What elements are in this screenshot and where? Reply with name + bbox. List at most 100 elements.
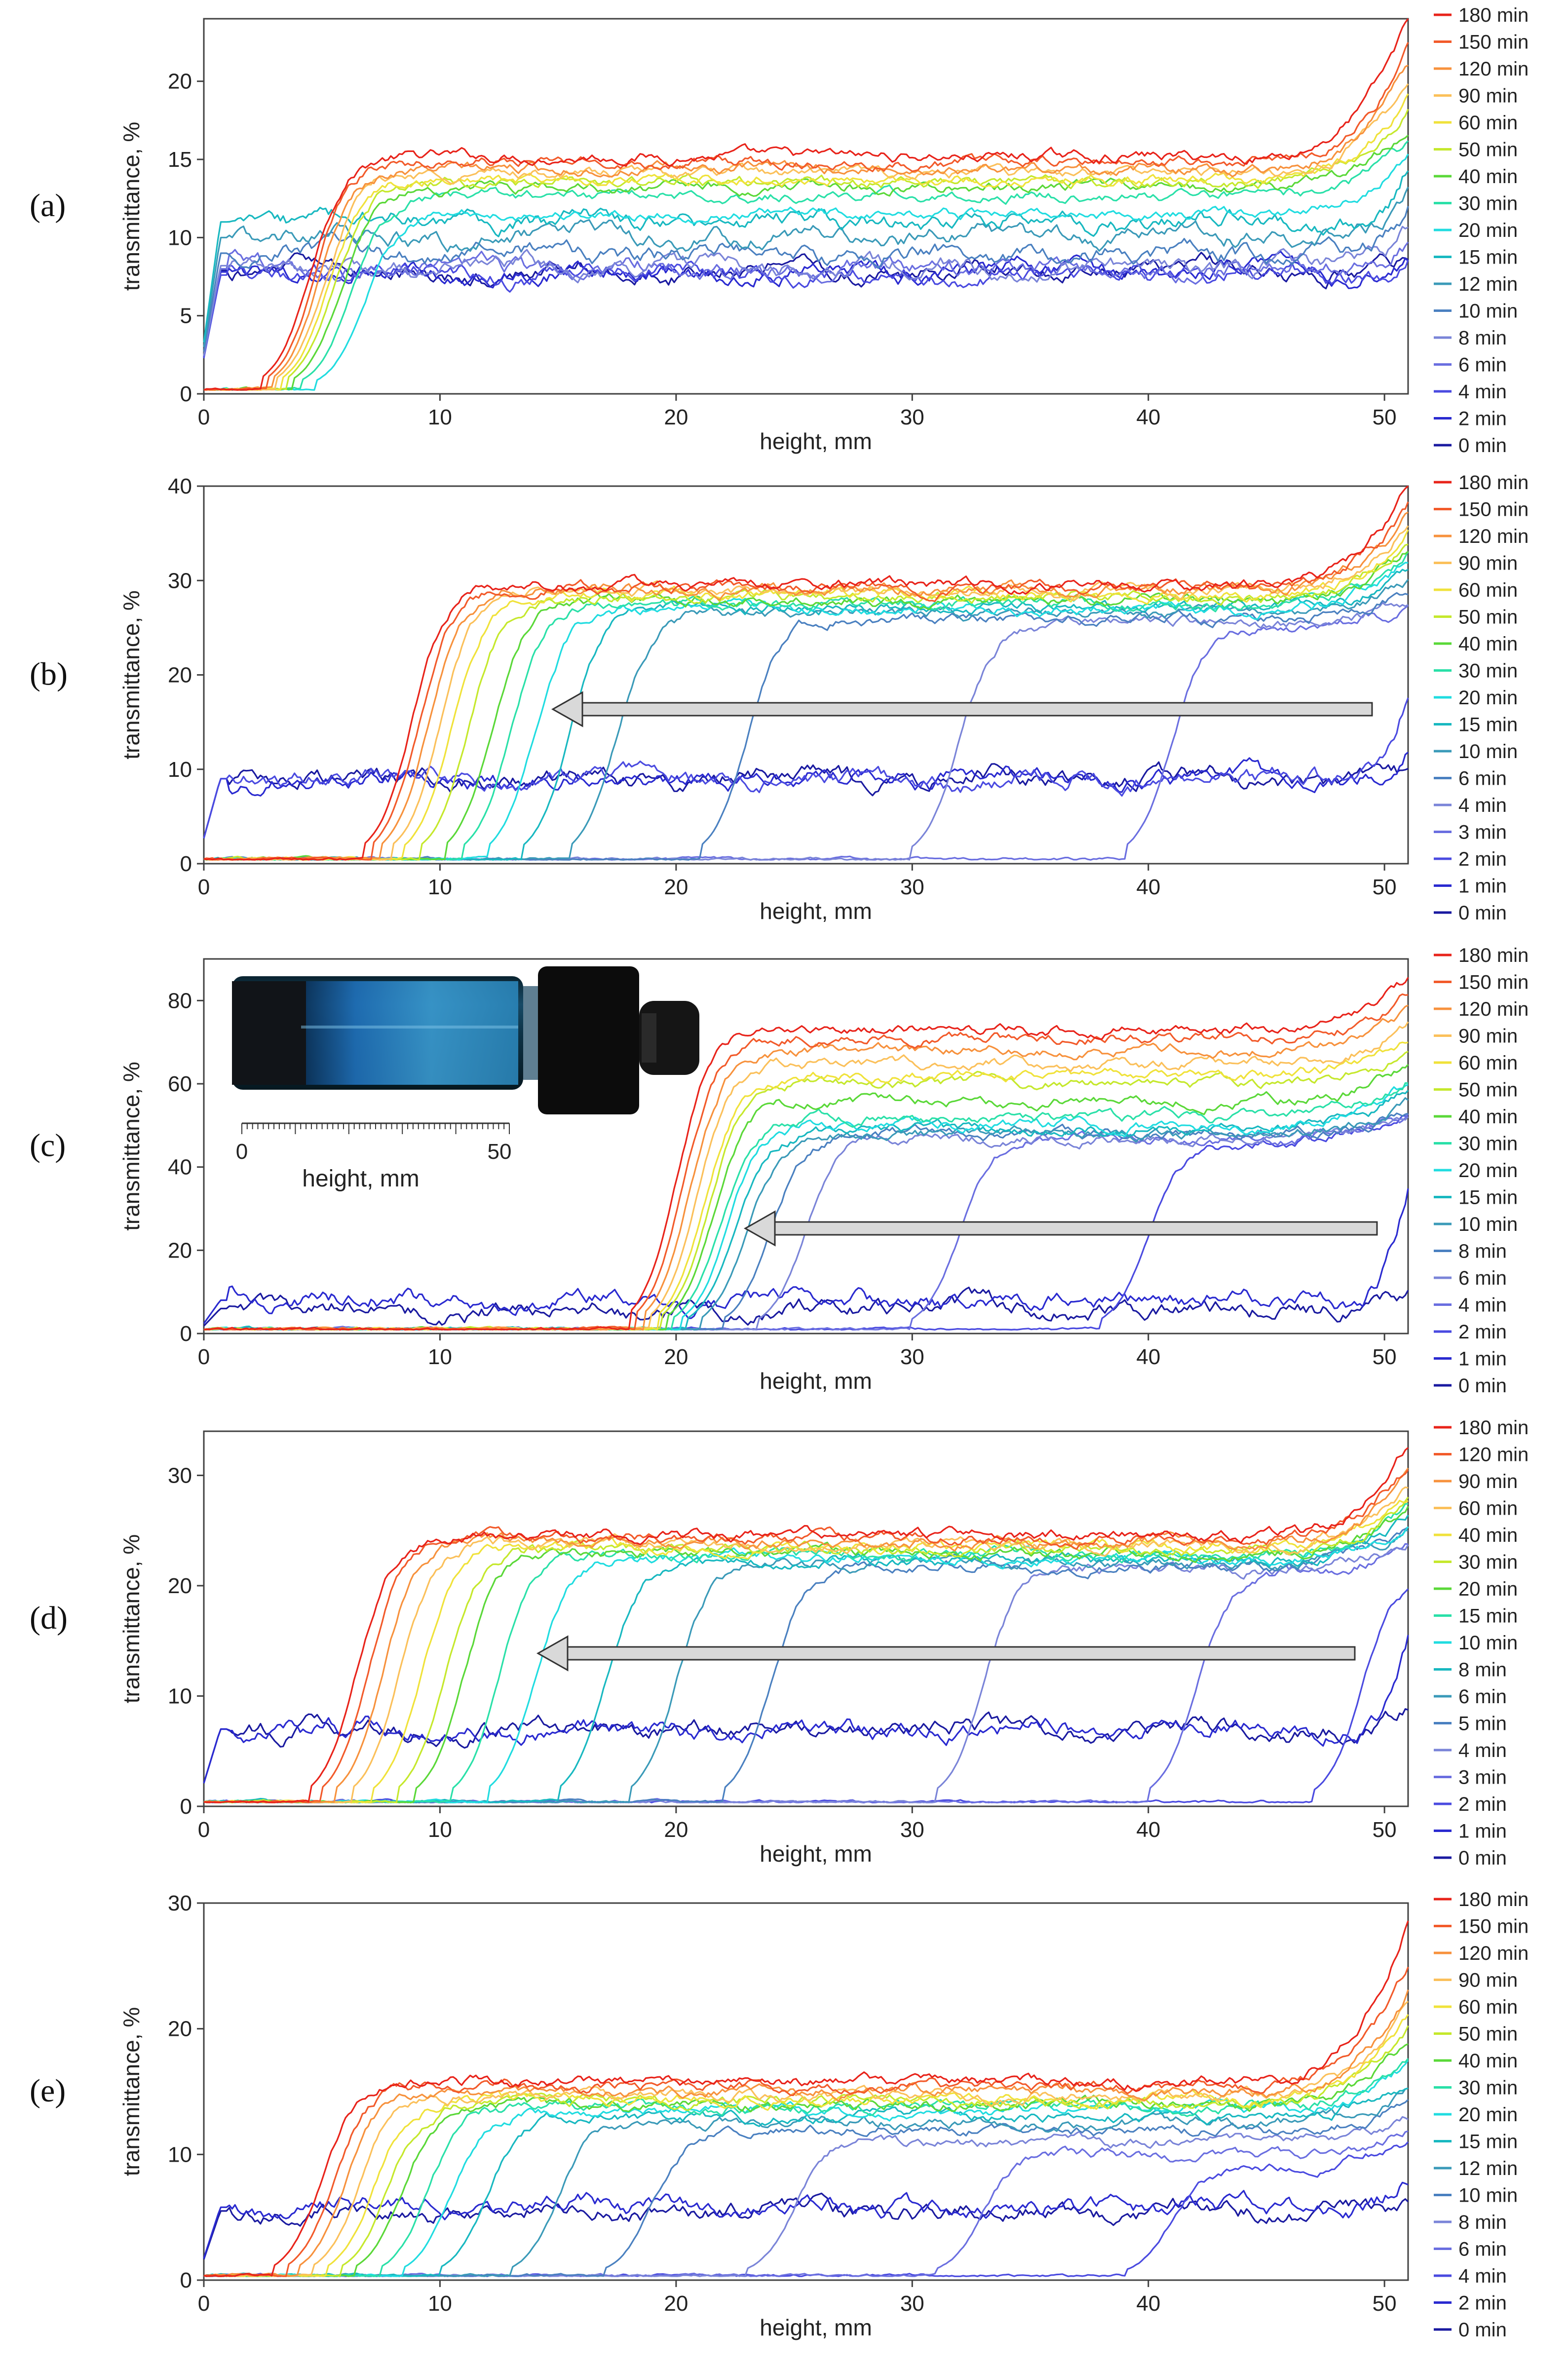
legend-entry: 20 min xyxy=(1458,1160,1518,1182)
y-tick-label: 10 xyxy=(168,226,192,250)
series-line xyxy=(203,1920,1409,2277)
y-tick-label: 60 xyxy=(168,1072,192,1096)
legend-entry: 6 min xyxy=(1458,354,1507,376)
legend-entry: 12 min xyxy=(1458,273,1518,295)
panel-label: (c) xyxy=(30,1128,66,1164)
x-tick-label: 0 xyxy=(198,2291,210,2316)
x-tick-label: 0 xyxy=(198,1818,210,1842)
legend-entry: 6 min xyxy=(1458,2239,1507,2260)
chart-panel-a: 0 10 20 30 40 50 0 5 10 15 20 height, mm transmittan… xyxy=(30,4,1529,457)
series-line xyxy=(203,2060,1409,2277)
x-tick-label: 20 xyxy=(664,1818,688,1842)
y-tick-label: 10 xyxy=(168,1684,192,1708)
y-tick-label: 0 xyxy=(180,1794,192,1819)
legend-entry: 0 min xyxy=(1458,902,1507,924)
series-line xyxy=(203,1469,1409,1803)
series-line xyxy=(203,1708,1409,1784)
legend-entry: 15 min xyxy=(1458,1605,1518,1627)
legend-entry: 120 min xyxy=(1458,526,1529,547)
legend-entry: 10 min xyxy=(1458,2185,1518,2207)
y-tick-label: 15 xyxy=(168,148,192,172)
series-line xyxy=(203,511,1409,861)
legend-entry: 8 min xyxy=(1458,2212,1507,2233)
x-tick-label: 20 xyxy=(664,875,688,899)
migration-arrow-shaft xyxy=(764,1221,1378,1236)
series-line xyxy=(203,2001,1409,2277)
legend-entry: 4 min xyxy=(1458,381,1507,403)
legend-entry: 20 min xyxy=(1458,687,1518,709)
legend-entry: 60 min xyxy=(1458,579,1518,601)
series-line xyxy=(203,260,1409,359)
legend-entry: 4 min xyxy=(1458,795,1507,816)
y-tick-label: 0 xyxy=(180,852,192,876)
legend-entry: 8 min xyxy=(1458,327,1507,349)
legend-entry: 180 min xyxy=(1458,472,1529,494)
x-tick-label: 10 xyxy=(428,2291,452,2316)
x-tick-label: 40 xyxy=(1136,405,1160,429)
inset-scale-max: 50 xyxy=(488,1140,512,1164)
series-line xyxy=(203,525,1409,861)
legend-entry: 50 min xyxy=(1458,2023,1518,2045)
series-line xyxy=(203,2025,1409,2277)
legend-entry: 20 min xyxy=(1458,2104,1518,2126)
x-tick-label: 40 xyxy=(1136,2291,1160,2316)
series-line xyxy=(203,1084,1409,1331)
y-tick-label: 30 xyxy=(168,1463,192,1488)
y-tick-label: 10 xyxy=(168,758,192,782)
series-line xyxy=(203,134,1409,391)
legend-entry: 15 min xyxy=(1458,2131,1518,2153)
inset-scale-label: height, mm xyxy=(302,1166,419,1192)
arrow-head-icon xyxy=(743,1210,776,1247)
series-line xyxy=(203,153,1409,391)
legend-entry: 20 min xyxy=(1458,1578,1518,1600)
series-line xyxy=(203,170,1409,343)
y-tick-label: 30 xyxy=(168,569,192,593)
series-line xyxy=(203,977,1409,1331)
x-tick-label: 10 xyxy=(428,875,452,899)
legend-entry: 120 min xyxy=(1458,1444,1529,1466)
series-line xyxy=(203,1082,1409,1331)
series-line xyxy=(203,605,1409,861)
y-tick-label: 20 xyxy=(168,70,192,94)
x-tick-label: 20 xyxy=(664,2291,688,2316)
legend-entry: 2 min xyxy=(1458,2292,1507,2314)
series-line xyxy=(203,83,1409,391)
legend-entry: 3 min xyxy=(1458,822,1507,843)
y-tick-label: 10 xyxy=(168,2142,192,2167)
legend-entry: 10 min xyxy=(1458,741,1518,763)
x-tick-label: 50 xyxy=(1373,2291,1397,2316)
panel-label: (e) xyxy=(30,2073,66,2109)
plot-frame xyxy=(203,958,1409,1335)
legend-entry: 180 min xyxy=(1458,4,1529,26)
series-line xyxy=(203,109,1409,391)
series-line xyxy=(203,697,1409,839)
legend-entry: 60 min xyxy=(1458,1498,1518,1520)
series-line xyxy=(203,206,1409,352)
y-tick-label: 0 xyxy=(180,1322,192,1346)
y-tick-label: 0 xyxy=(180,382,192,406)
legend-entry: 90 min xyxy=(1458,553,1518,574)
legend-entry: 4 min xyxy=(1458,2265,1507,2287)
legend-entry: 4 min xyxy=(1458,1295,1507,1316)
legend-entry: 10 min xyxy=(1458,1632,1518,1654)
panel-label: (d) xyxy=(30,1600,68,1636)
x-axis-label: height, mm xyxy=(760,428,872,454)
legend-entry: 10 min xyxy=(1458,1214,1518,1235)
x-tick-label: 0 xyxy=(198,1345,210,1369)
series-line xyxy=(203,2192,1409,2260)
series-line xyxy=(203,579,1409,861)
x-tick-label: 0 xyxy=(198,875,210,899)
series-line xyxy=(203,1287,1409,1327)
legend-entry: 8 min xyxy=(1458,1659,1507,1681)
y-tick-label: 20 xyxy=(168,1574,192,1598)
legend-entry: 6 min xyxy=(1458,1267,1507,1289)
x-tick-label: 30 xyxy=(900,405,924,429)
legend-entry: 2 min xyxy=(1458,408,1507,430)
plot-frame xyxy=(203,1430,1409,1807)
series-line xyxy=(203,1967,1409,2277)
panel-label: (a) xyxy=(30,188,66,224)
x-axis-label: height, mm xyxy=(760,2315,872,2340)
series-line xyxy=(203,241,1409,357)
series-line xyxy=(203,226,1409,356)
legend-entry: 2 min xyxy=(1458,1321,1507,1343)
